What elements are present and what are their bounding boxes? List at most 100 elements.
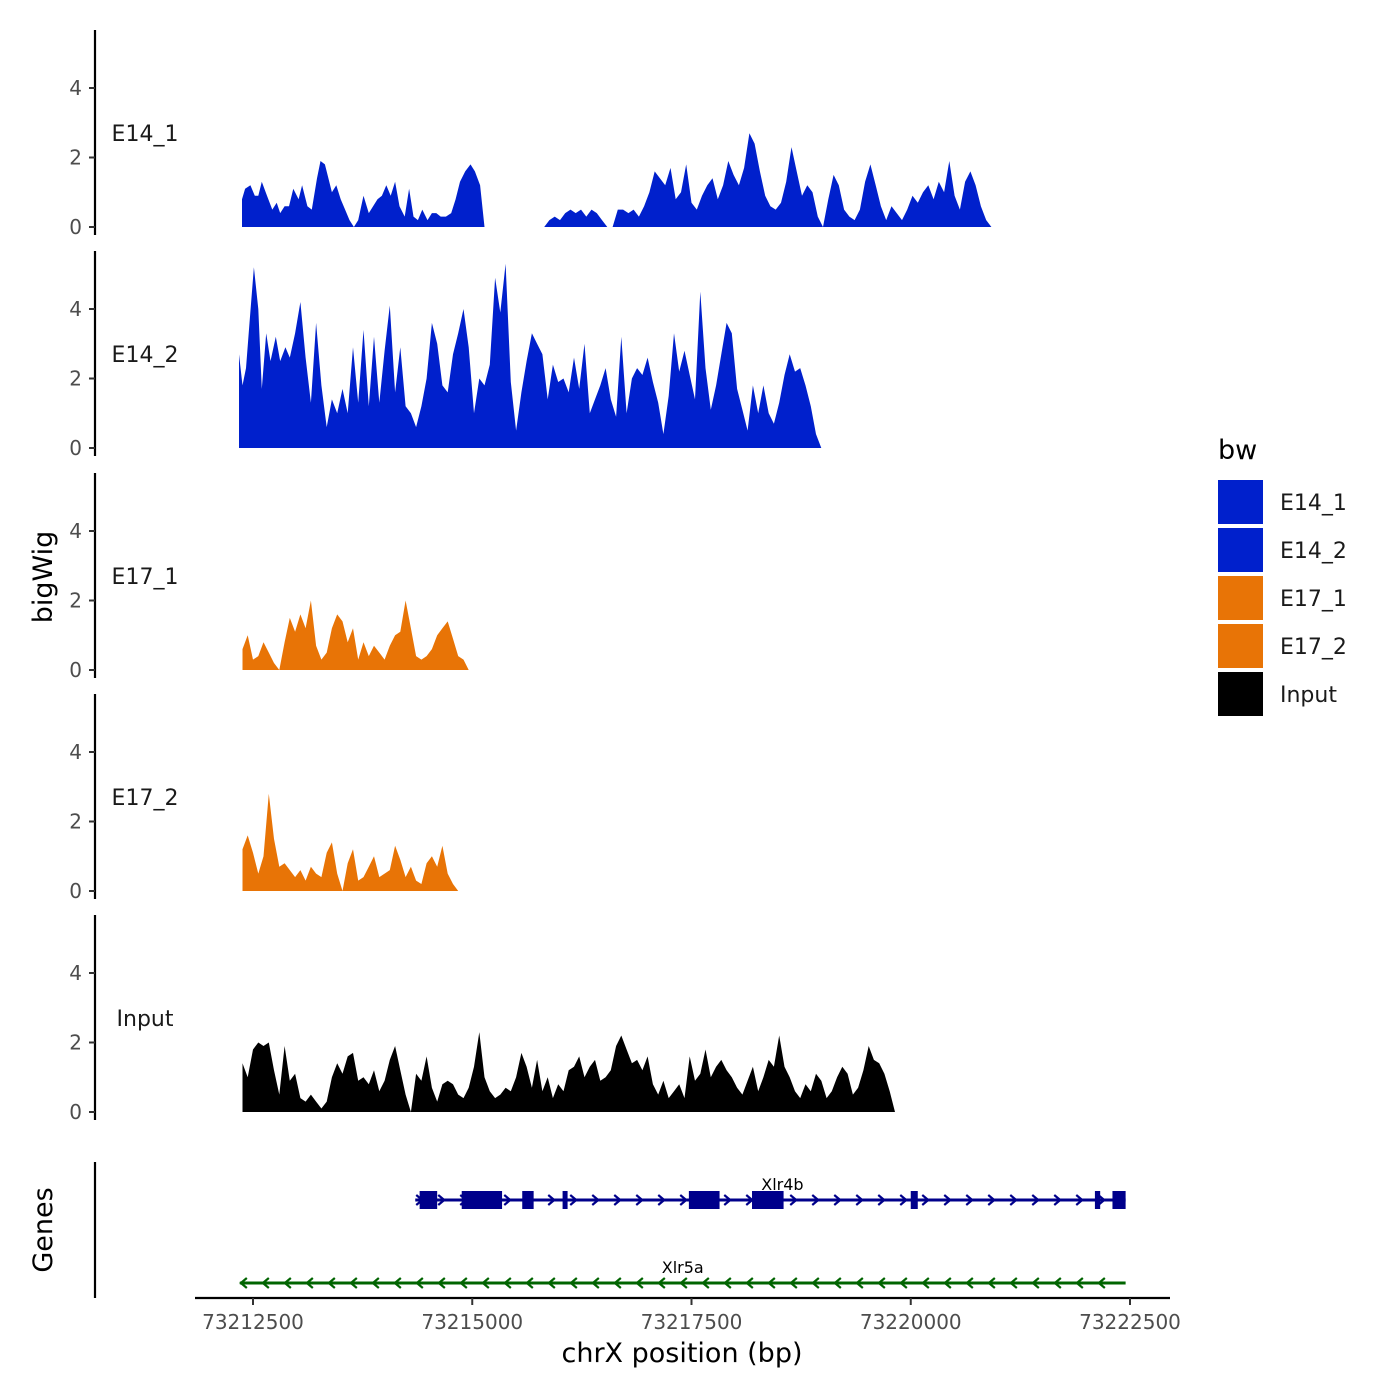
strand-arrow	[635, 1194, 644, 1206]
y-tick-label-E17_1-0: 0	[69, 658, 82, 682]
y-tick-label-E17_2-2: 2	[69, 810, 82, 834]
strand-arrow	[723, 1277, 732, 1289]
y-axis-E17_2: 0 2 4	[69, 694, 97, 903]
strand-arrow	[877, 1194, 886, 1206]
gene-Xlr4b: Xlr4b	[415, 1175, 1126, 1209]
strand-arrow	[591, 1194, 600, 1206]
strand-arrow	[789, 1194, 798, 1206]
strand-arrow	[833, 1277, 842, 1289]
y-axis-E17_1: 0 2 4	[69, 473, 97, 682]
strand-arrow	[679, 1277, 688, 1289]
x-tick-label-73220000: 73220000	[860, 1310, 962, 1334]
gene-models: Xlr4b Xlr5a	[239, 1175, 1126, 1289]
legend-title: bw	[1218, 435, 1257, 466]
strand-arrow	[613, 1194, 622, 1206]
strand-arrow	[723, 1194, 732, 1206]
y-tick-label-E14_1-4: 4	[69, 76, 82, 100]
strand-arrow	[481, 1277, 490, 1289]
exon-Xlr4b-8	[1112, 1191, 1126, 1209]
strand-arrow	[657, 1277, 666, 1289]
exon-Xlr4b-0	[419, 1191, 438, 1209]
track-label-E14_1: E14_1	[112, 122, 179, 147]
track-E14_1: E14_1	[112, 122, 1123, 227]
exon-Xlr4b-1	[461, 1191, 503, 1209]
strand-arrow	[657, 1194, 666, 1206]
strand-arrow	[459, 1277, 468, 1289]
strand-arrow	[943, 1194, 952, 1206]
legend-key-E17_2	[1218, 624, 1263, 668]
strand-arrow	[371, 1277, 380, 1289]
strand-arrow	[613, 1277, 622, 1289]
strand-arrow	[305, 1277, 314, 1289]
area-E17_1-segment-0	[242, 600, 548, 670]
gene-name-Xlr4b: Xlr4b	[761, 1175, 803, 1194]
strand-arrow	[987, 1277, 996, 1289]
track-E14_2: E14_2	[112, 263, 1125, 448]
strand-arrow	[745, 1277, 754, 1289]
strand-arrow	[1031, 1277, 1040, 1289]
x-axis-title: chrX position (bp)	[561, 1338, 802, 1369]
y-tick-label-E14_1-0: 0	[69, 215, 82, 239]
legend-key-E14_2	[1218, 528, 1263, 572]
strand-arrow	[899, 1277, 908, 1289]
strand-arrow	[899, 1194, 908, 1206]
strand-arrow	[1009, 1277, 1018, 1289]
strand-arrow	[393, 1277, 402, 1289]
strand-arrow	[503, 1194, 512, 1206]
legend-item-E14_1: E14_1	[1218, 480, 1347, 524]
y-tick-label-E17_2-0: 0	[69, 879, 82, 903]
legend-label-Input: Input	[1280, 683, 1337, 708]
strand-arrow	[503, 1277, 512, 1289]
strand-arrow	[679, 1194, 688, 1206]
y-tick-label-Input-0: 0	[69, 1100, 82, 1124]
exon-Xlr4b-4	[688, 1191, 720, 1209]
strand-arrow	[349, 1277, 358, 1289]
strand-arrow	[525, 1277, 534, 1289]
y-tick-label-E17_2-4: 4	[69, 740, 82, 764]
legend-key-Input	[1218, 672, 1263, 716]
strand-arrow	[921, 1194, 930, 1206]
exon-Xlr4b-2	[522, 1191, 534, 1209]
strand-arrow	[701, 1277, 710, 1289]
strand-arrow	[239, 1277, 248, 1289]
x-tick-label-73217500: 73217500	[641, 1310, 743, 1334]
strand-arrow	[877, 1277, 886, 1289]
genes-axis-title: Genes	[28, 1187, 59, 1272]
y-axes: 0 2 4 0 2 4 0 2 4 0 2 4 0 2 4	[69, 30, 97, 1124]
strand-arrow	[1075, 1277, 1084, 1289]
legend-key-E14_1	[1218, 480, 1263, 524]
strand-arrow	[1053, 1277, 1062, 1289]
y-tick-label-Input-2: 2	[69, 1031, 82, 1055]
bigwig-tracks: E14_1 E14_2 E17_1 E17_2 Input	[112, 122, 1125, 1112]
strand-arrow	[1075, 1194, 1084, 1206]
strand-arrow	[811, 1194, 820, 1206]
strand-arrow	[965, 1194, 974, 1206]
strand-arrow	[767, 1277, 776, 1289]
area-E14_2-segment-0	[239, 263, 1125, 448]
y-tick-label-Input-4: 4	[69, 961, 82, 985]
exon-Xlr4b-5	[752, 1191, 784, 1209]
x-axis: 73212500 73215000 73217500 73220000 73222500	[195, 1296, 1181, 1334]
strand-arrow	[1097, 1194, 1106, 1206]
strand-arrow	[1097, 1277, 1106, 1289]
legend: bw E14_1 E14_2 E17_1 E17_2 Input	[1218, 435, 1347, 716]
strand-arrow	[1031, 1194, 1040, 1206]
strand-arrow	[547, 1277, 556, 1289]
legend-item-E17_1: E17_1	[1218, 576, 1347, 620]
exon-Xlr4b-7	[1094, 1191, 1101, 1209]
y-axis-Input: 0 2 4	[69, 915, 97, 1124]
strand-arrow	[855, 1277, 864, 1289]
legend-item-E17_2: E17_2	[1218, 624, 1347, 668]
strand-arrow	[1009, 1194, 1018, 1206]
gene-name-Xlr5a: Xlr5a	[662, 1258, 704, 1277]
strand-arrow	[987, 1194, 996, 1206]
y-tick-label-E14_2-0: 0	[69, 436, 82, 460]
strand-arrow	[855, 1194, 864, 1206]
track-Input: Input	[117, 1007, 1125, 1112]
track-label-E17_2: E17_2	[112, 786, 179, 811]
strand-arrow	[965, 1277, 974, 1289]
area-E14_1-segment-0	[242, 161, 536, 227]
strand-arrow	[1053, 1194, 1062, 1206]
strand-arrow	[591, 1277, 600, 1289]
exon-Xlr4b-6	[910, 1191, 918, 1209]
